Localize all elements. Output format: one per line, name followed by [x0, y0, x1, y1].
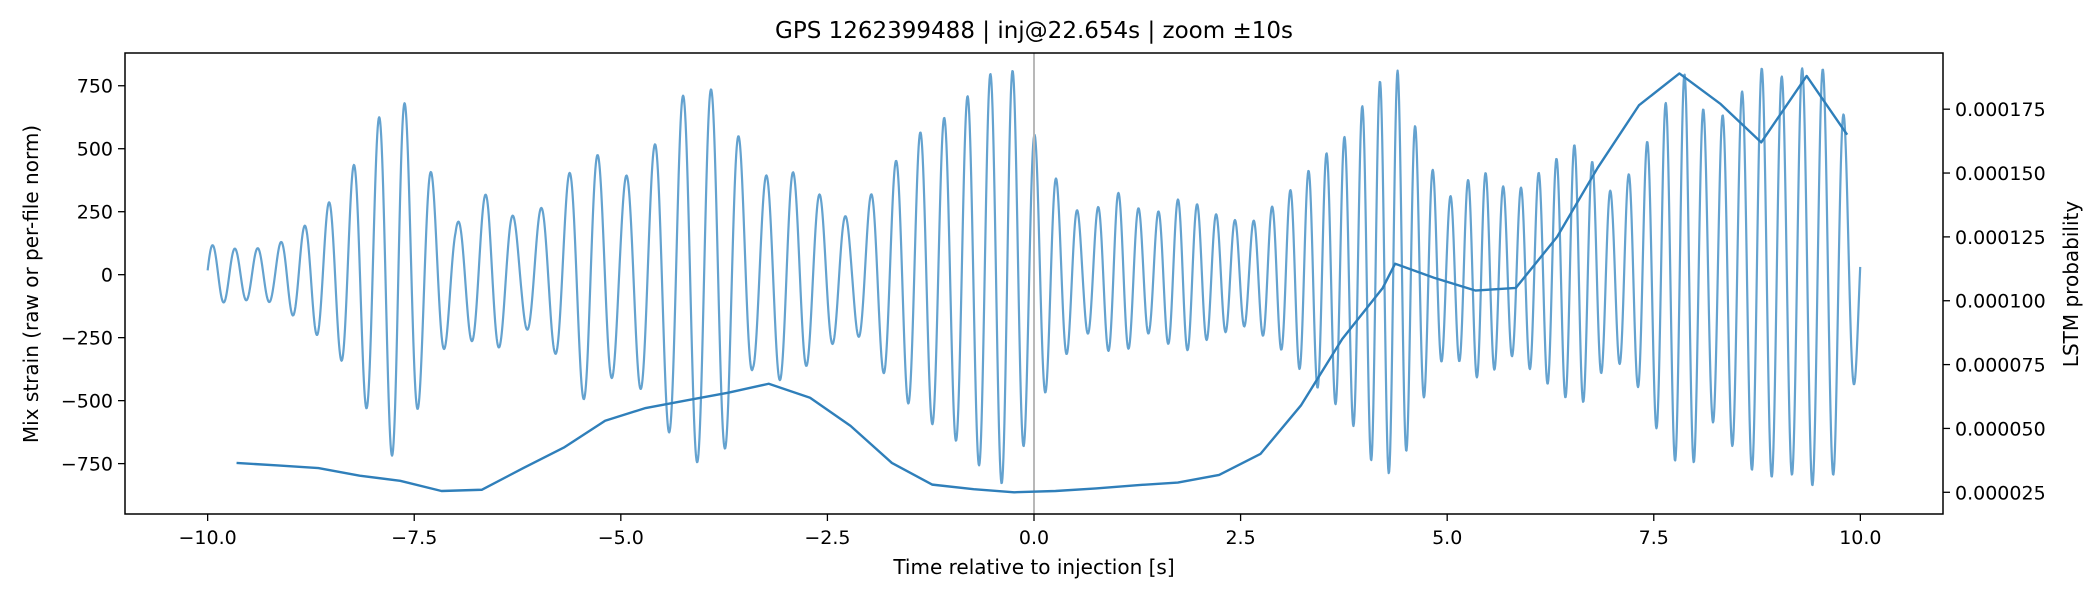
chart-title: GPS 1262399488 | inj@22.654s | zoom ±10s: [775, 18, 1293, 44]
x-tick-label: −2.5: [804, 527, 850, 549]
right-y-tick-label: 0.000100: [1955, 291, 2046, 313]
right-y-tick-label: 0.000175: [1955, 99, 2046, 121]
x-tick-label: 7.5: [1639, 527, 1669, 549]
plot-area: [206, 53, 1862, 514]
x-tick-label: 5.0: [1432, 527, 1462, 549]
right-y-tick-label: 0.000125: [1955, 227, 2046, 249]
x-tick-label: 2.5: [1225, 527, 1255, 549]
left-y-tick-label: 500: [77, 139, 113, 161]
left-y-tick-label: −750: [61, 454, 113, 476]
right-y-tick-label: 0.000075: [1955, 355, 2046, 377]
right-y-tick-label: 0.000150: [1955, 163, 2046, 185]
x-axis-label: Time relative to injection [s]: [892, 555, 1174, 579]
left-y-tick-label: 250: [77, 202, 113, 224]
right-y-axis-label: LSTM probability: [2059, 201, 2083, 368]
right-y-axis: 0.000025 0.000050 0.000075 0.000100 0.000125…: [1943, 99, 2046, 504]
left-y-tick-label: −250: [61, 328, 113, 350]
x-tick-label: −10.0: [179, 527, 237, 549]
left-y-tick-label: −500: [61, 391, 113, 413]
x-axis: −10.0 −7.5 −5.0 −2.5 0.0 2.5 5.0 7.5 10.0: [179, 514, 1882, 549]
right-y-tick-label: 0.000025: [1955, 482, 2046, 504]
left-y-axis: −750 −500 −250 0 250 500 750: [61, 76, 125, 476]
x-tick-label: 10.0: [1839, 527, 1881, 549]
right-y-tick-label: 0.000050: [1955, 418, 2046, 440]
x-tick-label: 0.0: [1019, 527, 1049, 549]
left-y-tick-label: 0: [101, 265, 113, 287]
left-y-axis-label: Mix strain (raw or per-file norm): [19, 125, 43, 443]
left-y-tick-label: 750: [77, 76, 113, 98]
x-tick-label: −5.0: [598, 527, 644, 549]
x-tick-label: −7.5: [391, 527, 437, 549]
